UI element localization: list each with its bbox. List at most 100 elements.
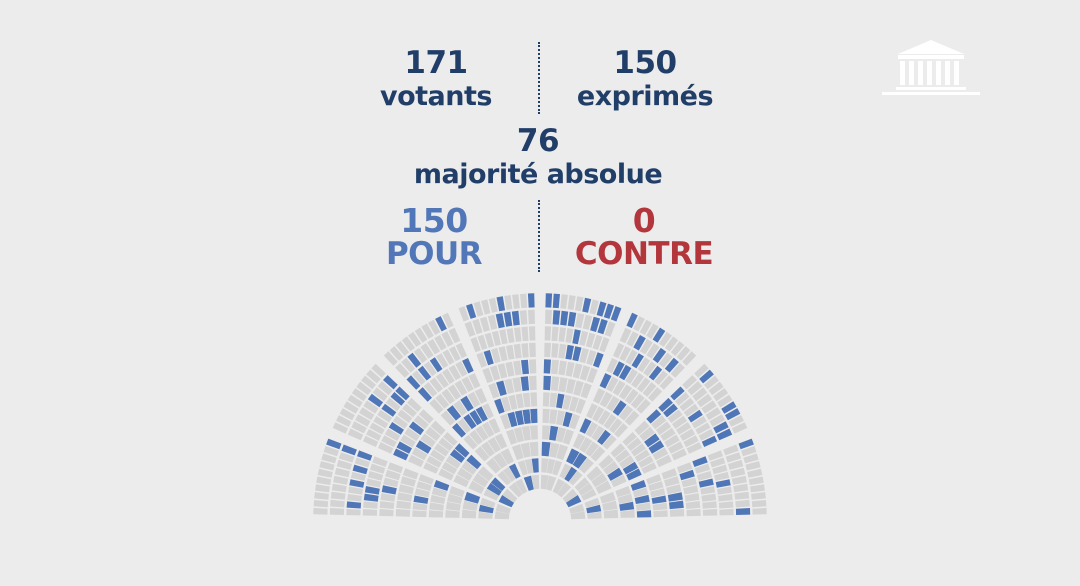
seat-pour <box>646 409 662 424</box>
seat-empty <box>670 341 685 356</box>
seat-empty <box>428 319 441 335</box>
seat-empty <box>626 437 642 452</box>
seat-empty <box>429 398 444 414</box>
seat-empty <box>338 452 355 463</box>
seat-empty <box>395 363 410 378</box>
seat-empty <box>581 488 597 501</box>
seat-pour <box>408 421 425 436</box>
seat-empty <box>508 394 518 410</box>
seat-empty <box>546 475 557 491</box>
seat-pour <box>381 485 397 495</box>
seat-empty <box>529 375 537 391</box>
seat-pour <box>390 392 405 406</box>
pour-label: POUR <box>385 236 483 272</box>
seat-empty <box>347 428 364 441</box>
seat-empty <box>449 346 461 362</box>
seat-empty <box>314 492 329 500</box>
seat-empty <box>701 493 717 502</box>
seat-empty <box>426 455 442 468</box>
seat-pour <box>326 438 342 450</box>
seat-empty <box>565 361 575 377</box>
seat-pour <box>721 401 737 414</box>
seat-empty <box>751 500 767 508</box>
seat-pour <box>597 429 611 445</box>
seat-empty <box>549 442 560 458</box>
seat-empty <box>531 474 540 490</box>
seat-empty <box>477 334 488 350</box>
seat-empty <box>506 344 515 360</box>
seat-pour <box>462 358 474 374</box>
seat-pour <box>725 408 741 421</box>
seat-empty <box>713 388 729 402</box>
seat-empty <box>622 432 637 446</box>
seat-empty <box>637 357 651 373</box>
seat-empty <box>468 373 481 389</box>
seat-empty <box>498 346 508 362</box>
seat-empty <box>421 323 434 339</box>
seat-pour <box>531 458 539 473</box>
seat-empty <box>504 295 513 310</box>
seat-empty <box>658 352 673 368</box>
seat-empty <box>591 473 608 488</box>
seat-empty <box>701 400 717 414</box>
seat-empty <box>387 462 404 474</box>
seat-empty <box>378 442 394 454</box>
pour-count: 150 <box>400 201 468 240</box>
seat-empty <box>468 480 485 494</box>
seat-empty <box>442 349 455 365</box>
seat-empty <box>464 321 476 337</box>
seat-empty <box>476 352 487 368</box>
seat-pour <box>652 347 667 364</box>
seat-empty <box>408 454 424 468</box>
seat-pour <box>582 297 592 313</box>
seat-empty <box>528 326 536 341</box>
seat-empty <box>659 375 674 390</box>
seat-empty <box>542 408 550 424</box>
seat-empty <box>330 491 346 500</box>
seat-empty <box>453 400 468 416</box>
seat-empty <box>578 482 594 496</box>
seat-empty <box>505 361 515 377</box>
seat-empty <box>638 455 654 468</box>
seat-empty <box>708 381 724 396</box>
seat-empty <box>359 407 375 421</box>
seat-pour <box>562 411 573 428</box>
seat-empty <box>546 458 556 474</box>
seat-pour <box>541 441 551 457</box>
seat-empty <box>626 331 639 347</box>
seat-empty <box>620 510 635 518</box>
seat-empty <box>560 294 568 309</box>
seat-empty <box>453 474 470 488</box>
seat-empty <box>589 299 599 315</box>
seat-empty <box>472 318 483 335</box>
seat-empty <box>413 347 428 364</box>
seat-pour <box>511 310 520 326</box>
seat-empty <box>683 435 699 448</box>
seat-empty <box>717 486 732 495</box>
seat-empty <box>552 478 565 494</box>
seat-empty <box>519 310 528 325</box>
seat-empty <box>714 471 730 481</box>
divider-bottom <box>538 200 540 272</box>
seat-empty <box>599 391 613 408</box>
seat-empty <box>401 357 416 373</box>
seat-pour <box>648 365 663 381</box>
seat-empty <box>667 409 683 423</box>
seat-empty <box>619 346 631 362</box>
seat-empty <box>606 395 620 412</box>
seat-pour <box>494 398 505 414</box>
seat-pour <box>413 495 429 504</box>
seat-pour <box>433 480 450 491</box>
seat-empty <box>428 510 444 518</box>
seat-empty <box>389 346 404 361</box>
seat-empty <box>354 457 370 468</box>
seat-empty <box>694 463 710 474</box>
seat-empty <box>395 341 410 356</box>
seat-empty <box>695 422 711 435</box>
seat-pour <box>572 346 582 362</box>
seat-pour <box>586 504 602 514</box>
seat-empty <box>489 365 501 381</box>
seat-pour <box>648 440 665 454</box>
seat-empty <box>339 408 355 421</box>
seat-empty <box>380 493 396 502</box>
